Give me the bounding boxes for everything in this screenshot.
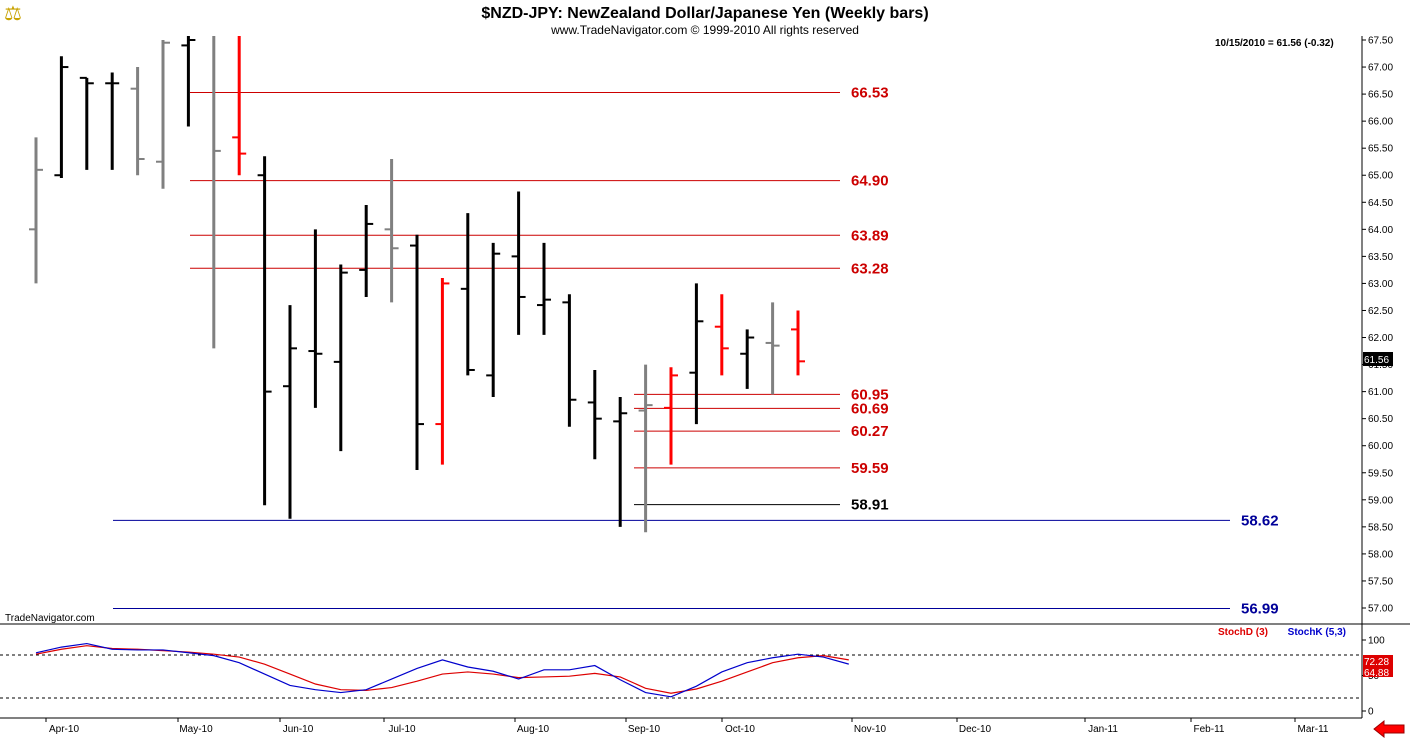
price-tick-label: 64.50 (1368, 198, 1393, 209)
price-tick-label: 63.50 (1368, 252, 1393, 263)
ohlc-bar (359, 204, 374, 297)
ohlc-bar (435, 278, 450, 465)
stoch-d-legend: StochD (3) (1218, 627, 1268, 638)
time-tick-label: Nov-10 (854, 724, 887, 735)
stoch-value-label-2: 64.88 (1364, 668, 1389, 679)
price-tick-label: 59.00 (1368, 495, 1393, 506)
price-tick-label: 57.50 (1368, 576, 1393, 587)
price-tick-label: 60.00 (1368, 441, 1393, 452)
ohlc-bar (537, 242, 551, 335)
ohlc-bar (486, 242, 501, 398)
time-tick-label: Jun-10 (283, 724, 314, 735)
stoch-value-label: 72.28 (1364, 657, 1389, 668)
time-tick-label: Apr-10 (49, 724, 79, 735)
stoch-tick-label: 0 (1368, 707, 1374, 718)
chart-title: $NZD-JPY: NewZealand Dollar/Japanese Yen… (481, 5, 928, 22)
price-tick-label: 67.00 (1368, 63, 1393, 74)
time-tick-label: Oct-10 (725, 724, 755, 735)
ohlc-bar (460, 213, 475, 376)
level-label-60.27: 60.27 (851, 423, 889, 440)
price-tick-label: 61.00 (1368, 387, 1393, 398)
time-tick-label: May-10 (179, 724, 213, 735)
price-tick-label: 66.50 (1368, 90, 1393, 101)
ohlc-bar (181, 36, 196, 127)
ohlc-bar (511, 191, 526, 335)
time-tick-label: Mar-11 (1298, 724, 1329, 735)
watermark: TradeNavigator.com (5, 613, 95, 624)
ohlc-bar (664, 367, 678, 465)
price-tick-label: 65.00 (1368, 171, 1393, 182)
level-label-58.62: 58.62 (1241, 512, 1279, 529)
price-tick-label: 59.50 (1368, 468, 1393, 479)
level-label-56.99: 56.99 (1241, 601, 1279, 618)
price-tick-label: 63.00 (1368, 279, 1393, 290)
time-tick-label: Aug-10 (517, 724, 550, 735)
stoch-d-line (35, 645, 849, 694)
last-price-badge (1363, 352, 1393, 366)
last-price-label: 61.56 (1364, 355, 1389, 366)
ohlc-bar (562, 294, 577, 427)
time-tick-label: Jan-11 (1088, 724, 1118, 735)
stoch-k-legend: StochK (5,3) (1288, 627, 1346, 638)
ohlc-bar (740, 329, 755, 389)
level-label-64.90: 64.90 (851, 173, 889, 190)
ohlc-bar (283, 305, 297, 519)
price-tick-label: 65.50 (1368, 144, 1393, 155)
price-tick-label: 66.00 (1368, 117, 1393, 128)
price-tick-label: 60.50 (1368, 414, 1393, 425)
stoch-k-line (35, 642, 849, 698)
level-label-63.28: 63.28 (851, 260, 889, 277)
level-label-60.95: 60.95 (851, 386, 889, 403)
ohlc-bar (638, 364, 653, 533)
ohlc-bar (79, 76, 94, 170)
scroll-left-arrow-icon[interactable] (1373, 719, 1405, 738)
ohlc-bar (130, 67, 145, 176)
last-price-readout: 10/15/2010 = 61.56 (-0.32) (1215, 38, 1334, 49)
price-tick-label: 67.50 (1368, 36, 1393, 47)
ohlc-bar (105, 72, 120, 170)
ohlc-bar (613, 397, 628, 527)
level-label-60.69: 60.69 (851, 400, 889, 417)
chart-subtitle: www.TradeNavigator.com © 1999-2010 All r… (550, 23, 859, 37)
price-tick-label: 62.00 (1368, 333, 1393, 344)
ohlc-bar (54, 56, 69, 178)
price-tick-label: 58.00 (1368, 549, 1393, 560)
ohlc-bar (791, 310, 805, 376)
ohlc-bar (384, 159, 399, 303)
ohlc-bar (333, 264, 348, 452)
stoch-value-badge (1363, 655, 1393, 677)
price-bars (29, 36, 805, 533)
price-tick-label: 57.00 (1368, 604, 1393, 615)
price-tick-label: 64.00 (1368, 225, 1393, 236)
price-tick-label: 62.50 (1368, 306, 1393, 317)
ohlc-bar (714, 294, 729, 376)
ohlc-bar (308, 229, 323, 408)
stoch-tick-label: 100 (1368, 636, 1385, 647)
ohlc-bar (689, 283, 704, 425)
ohlc-bar (212, 36, 221, 349)
time-tick-label: Jul-10 (388, 724, 416, 735)
logo-icon: ⚖ (4, 3, 22, 25)
time-tick-label: Sep-10 (628, 724, 661, 735)
time-axis: Apr-10 May-10 Jun-10 Jul-10 Aug-10 Sep-10 Oct-… (45, 718, 1329, 735)
ohlc-bar (156, 40, 170, 189)
ohlc-bar (29, 137, 43, 284)
level-label-63.89: 63.89 (851, 227, 889, 244)
price-tick-label: 58.50 (1368, 522, 1393, 533)
ohlc-bar (232, 36, 247, 176)
level-label-59.59: 59.59 (851, 460, 889, 477)
time-tick-label: Dec-10 (959, 724, 992, 735)
ohlc-bar (410, 234, 424, 471)
ohlc-bar (587, 369, 602, 460)
level-label-66.53: 66.53 (851, 84, 889, 101)
ohlc-bar (765, 302, 780, 395)
ohlc-bar (257, 156, 272, 506)
price-axis: 67.50 67.00 66.50 66.00 65.50 65.00 64.50 64.00… (1362, 36, 1393, 615)
level-label-58.91: 58.91 (851, 497, 889, 514)
time-tick-label: Feb-11 (1194, 724, 1225, 735)
